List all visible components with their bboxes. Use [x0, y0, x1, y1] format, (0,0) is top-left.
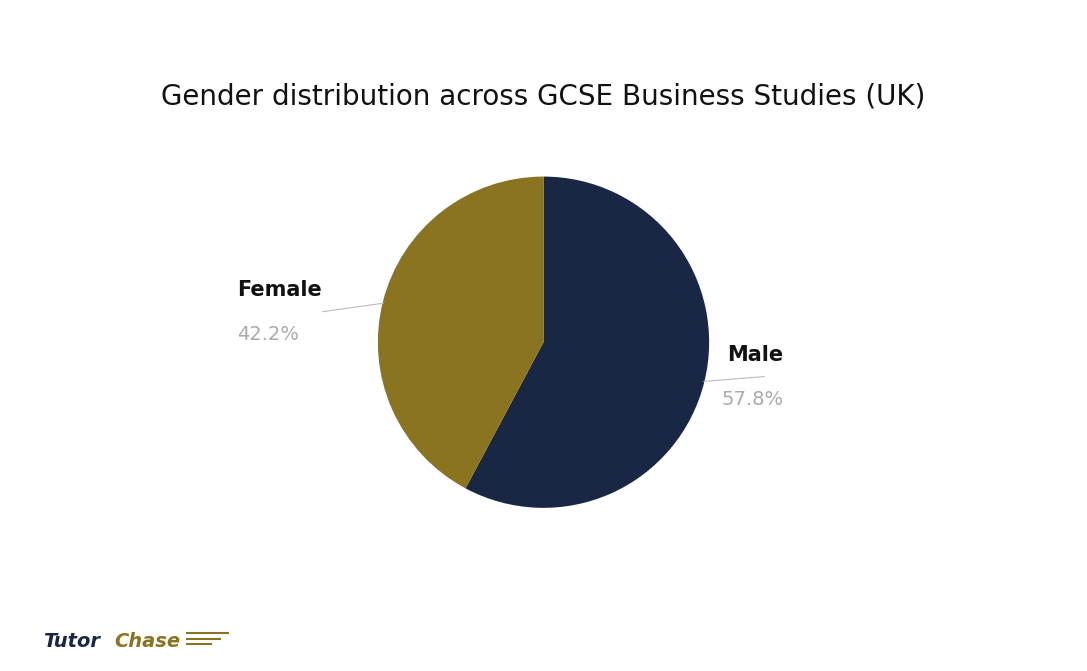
- Title: Gender distribution across GCSE Business Studies (UK): Gender distribution across GCSE Business…: [161, 83, 926, 111]
- Text: Tutor: Tutor: [43, 632, 100, 651]
- Text: Male: Male: [727, 345, 784, 365]
- Text: Female: Female: [237, 280, 322, 301]
- Wedge shape: [465, 176, 709, 508]
- Text: 57.8%: 57.8%: [722, 390, 784, 409]
- Text: 42.2%: 42.2%: [237, 325, 299, 344]
- Text: Chase: Chase: [114, 632, 180, 651]
- Wedge shape: [378, 176, 544, 488]
